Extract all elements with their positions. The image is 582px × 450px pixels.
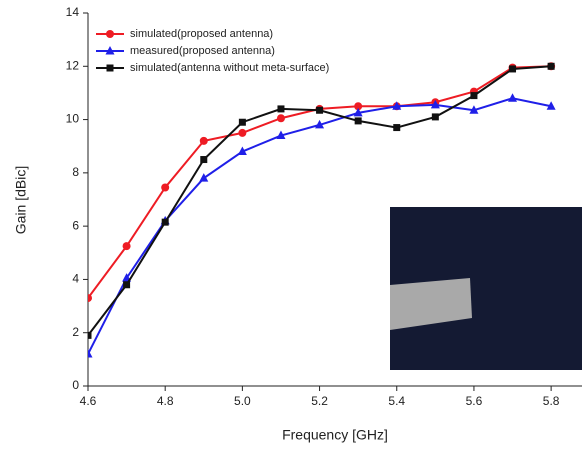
marker bbox=[431, 113, 439, 121]
y-tick-label: 4 bbox=[72, 272, 79, 286]
marker bbox=[199, 173, 209, 182]
marker bbox=[122, 242, 131, 251]
marker bbox=[276, 130, 286, 140]
marker bbox=[430, 99, 440, 109]
x-tick-label: 4.6 bbox=[80, 394, 97, 408]
marker bbox=[161, 218, 169, 226]
legend-label: simulated(antenna without meta-surface) bbox=[130, 62, 329, 74]
marker bbox=[88, 294, 92, 303]
marker bbox=[315, 119, 325, 129]
marker bbox=[354, 102, 363, 111]
marker bbox=[393, 124, 401, 132]
x-tick-label: 5.6 bbox=[466, 394, 483, 408]
x-tick-label: 5.8 bbox=[543, 394, 560, 408]
marker bbox=[547, 62, 555, 70]
plot-area bbox=[88, 30, 556, 358]
y-axis-label: Gain [dBic] bbox=[13, 166, 29, 234]
marker bbox=[161, 183, 170, 192]
marker bbox=[200, 156, 208, 164]
x-tick-label: 5.2 bbox=[311, 394, 328, 408]
legend-label: measured(proposed antenna) bbox=[130, 45, 275, 57]
inset-antenna bbox=[390, 278, 472, 330]
legend-label: simulated(proposed antenna) bbox=[130, 28, 273, 40]
marker bbox=[546, 101, 556, 110]
marker bbox=[237, 146, 247, 156]
y-tick-label: 0 bbox=[72, 378, 79, 392]
y-tick-label: 12 bbox=[66, 58, 80, 72]
marker bbox=[88, 331, 92, 339]
y-tick-label: 6 bbox=[72, 218, 79, 232]
marker bbox=[238, 128, 247, 137]
marker bbox=[508, 93, 518, 102]
marker bbox=[276, 114, 285, 123]
marker bbox=[470, 92, 478, 100]
marker bbox=[123, 281, 131, 289]
marker bbox=[238, 118, 246, 126]
marker bbox=[88, 349, 93, 358]
marker bbox=[354, 117, 362, 125]
x-tick-label: 4.8 bbox=[157, 394, 174, 408]
marker bbox=[199, 136, 208, 145]
y-tick-label: 14 bbox=[66, 5, 80, 19]
y-tick-label: 10 bbox=[66, 112, 80, 126]
marker bbox=[353, 107, 363, 117]
x-tick-label: 5.0 bbox=[234, 394, 251, 408]
x-tick-label: 5.4 bbox=[388, 394, 405, 408]
x-axis-label: Frequency [GHz] bbox=[282, 427, 388, 443]
marker bbox=[277, 105, 285, 113]
marker bbox=[316, 106, 324, 114]
y-tick-label: 8 bbox=[72, 165, 79, 179]
marker bbox=[509, 65, 517, 73]
y-tick-label: 2 bbox=[72, 325, 79, 339]
marker bbox=[392, 101, 402, 110]
marker bbox=[469, 105, 479, 114]
